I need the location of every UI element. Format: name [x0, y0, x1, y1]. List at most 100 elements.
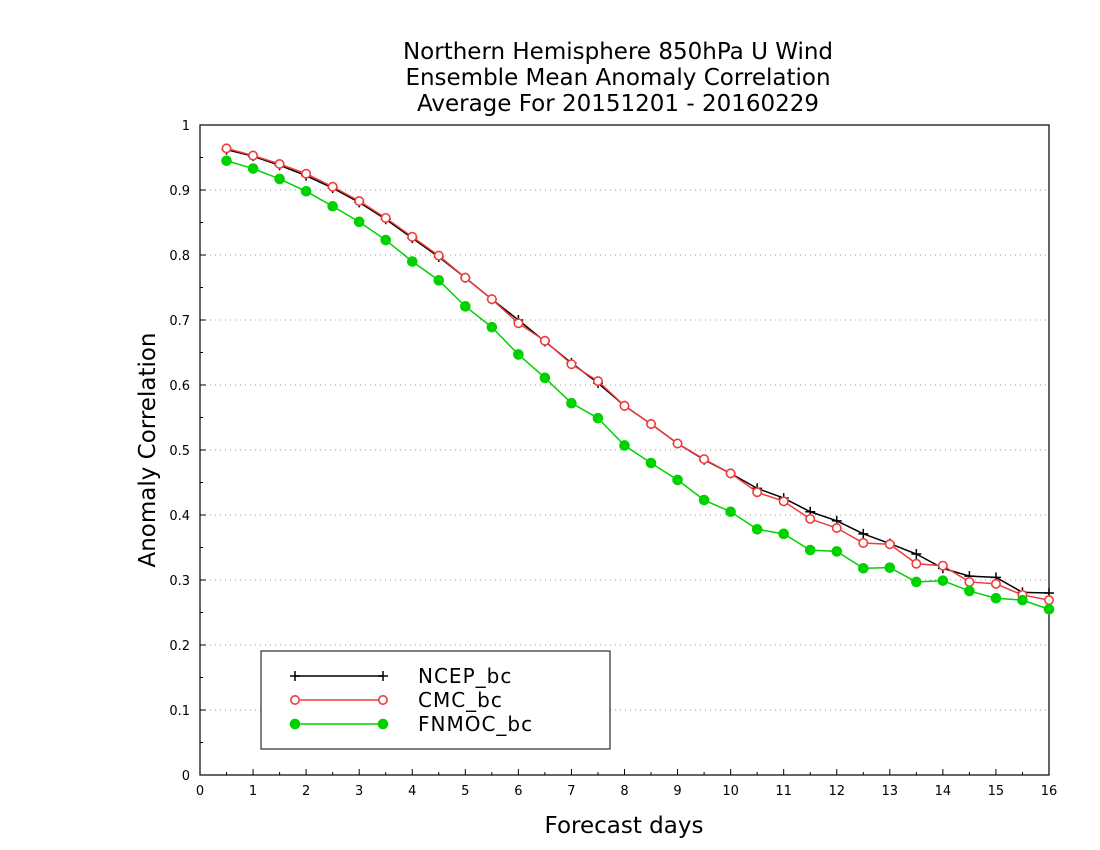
data-point	[884, 562, 896, 573]
x-tick-label: 11	[775, 784, 792, 799]
x-tick-label: 13	[882, 784, 899, 799]
x-tick-label: 8	[620, 784, 628, 799]
data-point	[513, 349, 524, 360]
x-tick-label: 7	[567, 784, 575, 799]
legend-marker	[377, 694, 388, 705]
data-point	[592, 376, 603, 387]
y-tick-label: 0.5	[169, 444, 190, 459]
data-point	[566, 359, 577, 370]
data-point	[858, 528, 869, 539]
data-point	[460, 272, 471, 283]
chart-title-line: Ensemble Mean Anomaly Correlation	[405, 65, 830, 91]
x-tick-label: 4	[408, 784, 416, 799]
data-point	[937, 560, 948, 571]
data-point	[831, 522, 842, 533]
series-NCEP_bc	[221, 144, 1054, 598]
data-point	[725, 468, 736, 479]
data-point	[406, 256, 418, 267]
data-point	[274, 159, 285, 170]
data-point	[433, 275, 445, 286]
data-point	[805, 513, 816, 524]
y-axis-ticks: 0 0.1 0.2 0.3 0.4 0.5 0.6 0.7 0.8 0.9 1	[169, 119, 206, 784]
x-tick-label: 10	[722, 784, 739, 799]
y-tick-label: 0.8	[169, 249, 190, 264]
data-point	[672, 438, 683, 449]
data-point	[566, 397, 577, 409]
x-tick-label: 9	[673, 784, 681, 799]
x-tick-label: 5	[461, 784, 469, 799]
data-point	[1017, 594, 1028, 606]
data-point	[964, 576, 975, 587]
data-series	[221, 143, 1055, 615]
data-point	[1043, 603, 1055, 615]
data-point	[354, 196, 365, 207]
data-point	[407, 231, 418, 242]
legend-item: CMC_bc	[289, 688, 503, 712]
data-point	[539, 335, 550, 346]
data-point	[619, 440, 630, 451]
data-point	[460, 301, 471, 312]
data-point	[513, 318, 524, 329]
legend-marker	[289, 718, 301, 730]
x-tick-label: 0	[196, 784, 204, 799]
legend-marker	[290, 671, 300, 681]
legend-label: NCEP_bc	[418, 664, 512, 688]
data-point	[247, 163, 259, 174]
legend-label: CMC_bc	[418, 688, 503, 712]
data-point	[858, 537, 869, 548]
data-point	[911, 549, 922, 559]
data-point	[380, 234, 392, 246]
x-tick-label: 3	[355, 784, 363, 799]
legend-item: NCEP_bc	[290, 664, 512, 688]
x-tick-label: 6	[514, 784, 522, 799]
data-point	[990, 578, 1001, 589]
chart-title-line: Northern Hemisphere 850hPa U Wind	[403, 39, 833, 65]
legend-marker	[377, 718, 389, 730]
data-point	[778, 496, 789, 507]
legend-marker	[378, 671, 388, 681]
series-CMC_bc	[221, 143, 1055, 606]
data-point	[221, 155, 232, 167]
legend-item: FNMOC_bc	[289, 712, 532, 736]
data-point	[539, 372, 551, 384]
y-tick-label: 0.4	[169, 509, 190, 524]
data-point	[221, 143, 232, 154]
legend-marker	[289, 694, 300, 705]
chart-title-line: Average For 20151201 - 20160229	[417, 91, 819, 117]
data-point	[884, 539, 895, 550]
data-point	[353, 216, 365, 228]
data-point	[646, 418, 657, 429]
data-point	[911, 576, 922, 588]
series-FNMOC_bc	[221, 155, 1055, 615]
data-point	[301, 168, 312, 179]
x-tick-label: 2	[302, 784, 310, 799]
series-line	[226, 147, 1050, 601]
data-point	[274, 173, 285, 185]
data-point	[645, 457, 657, 469]
data-point	[486, 294, 497, 305]
data-point	[327, 200, 338, 212]
data-point	[672, 474, 683, 486]
data-point	[698, 494, 710, 506]
data-point	[592, 412, 604, 424]
data-point	[300, 186, 312, 197]
data-point	[937, 575, 949, 586]
data-point	[831, 546, 843, 557]
x-tick-label: 15	[988, 784, 1005, 799]
x-axis-ticks: 0 1 2 3 4 5 6 7 8 9 10 11 12 13 14 15 16	[196, 769, 1057, 799]
data-point	[778, 528, 789, 540]
data-point	[964, 585, 975, 597]
y-tick-label: 0.3	[169, 574, 190, 589]
data-point	[248, 150, 259, 161]
x-axis-title: Forecast days	[545, 813, 704, 839]
data-point	[1044, 595, 1055, 606]
y-tick-label: 0.7	[169, 314, 190, 329]
y-tick-label: 0.1	[169, 704, 190, 719]
data-point	[486, 321, 498, 333]
x-tick-label: 14	[935, 784, 952, 799]
data-point	[619, 400, 630, 411]
x-tick-label: 16	[1041, 784, 1058, 799]
x-tick-label: 12	[828, 784, 845, 799]
